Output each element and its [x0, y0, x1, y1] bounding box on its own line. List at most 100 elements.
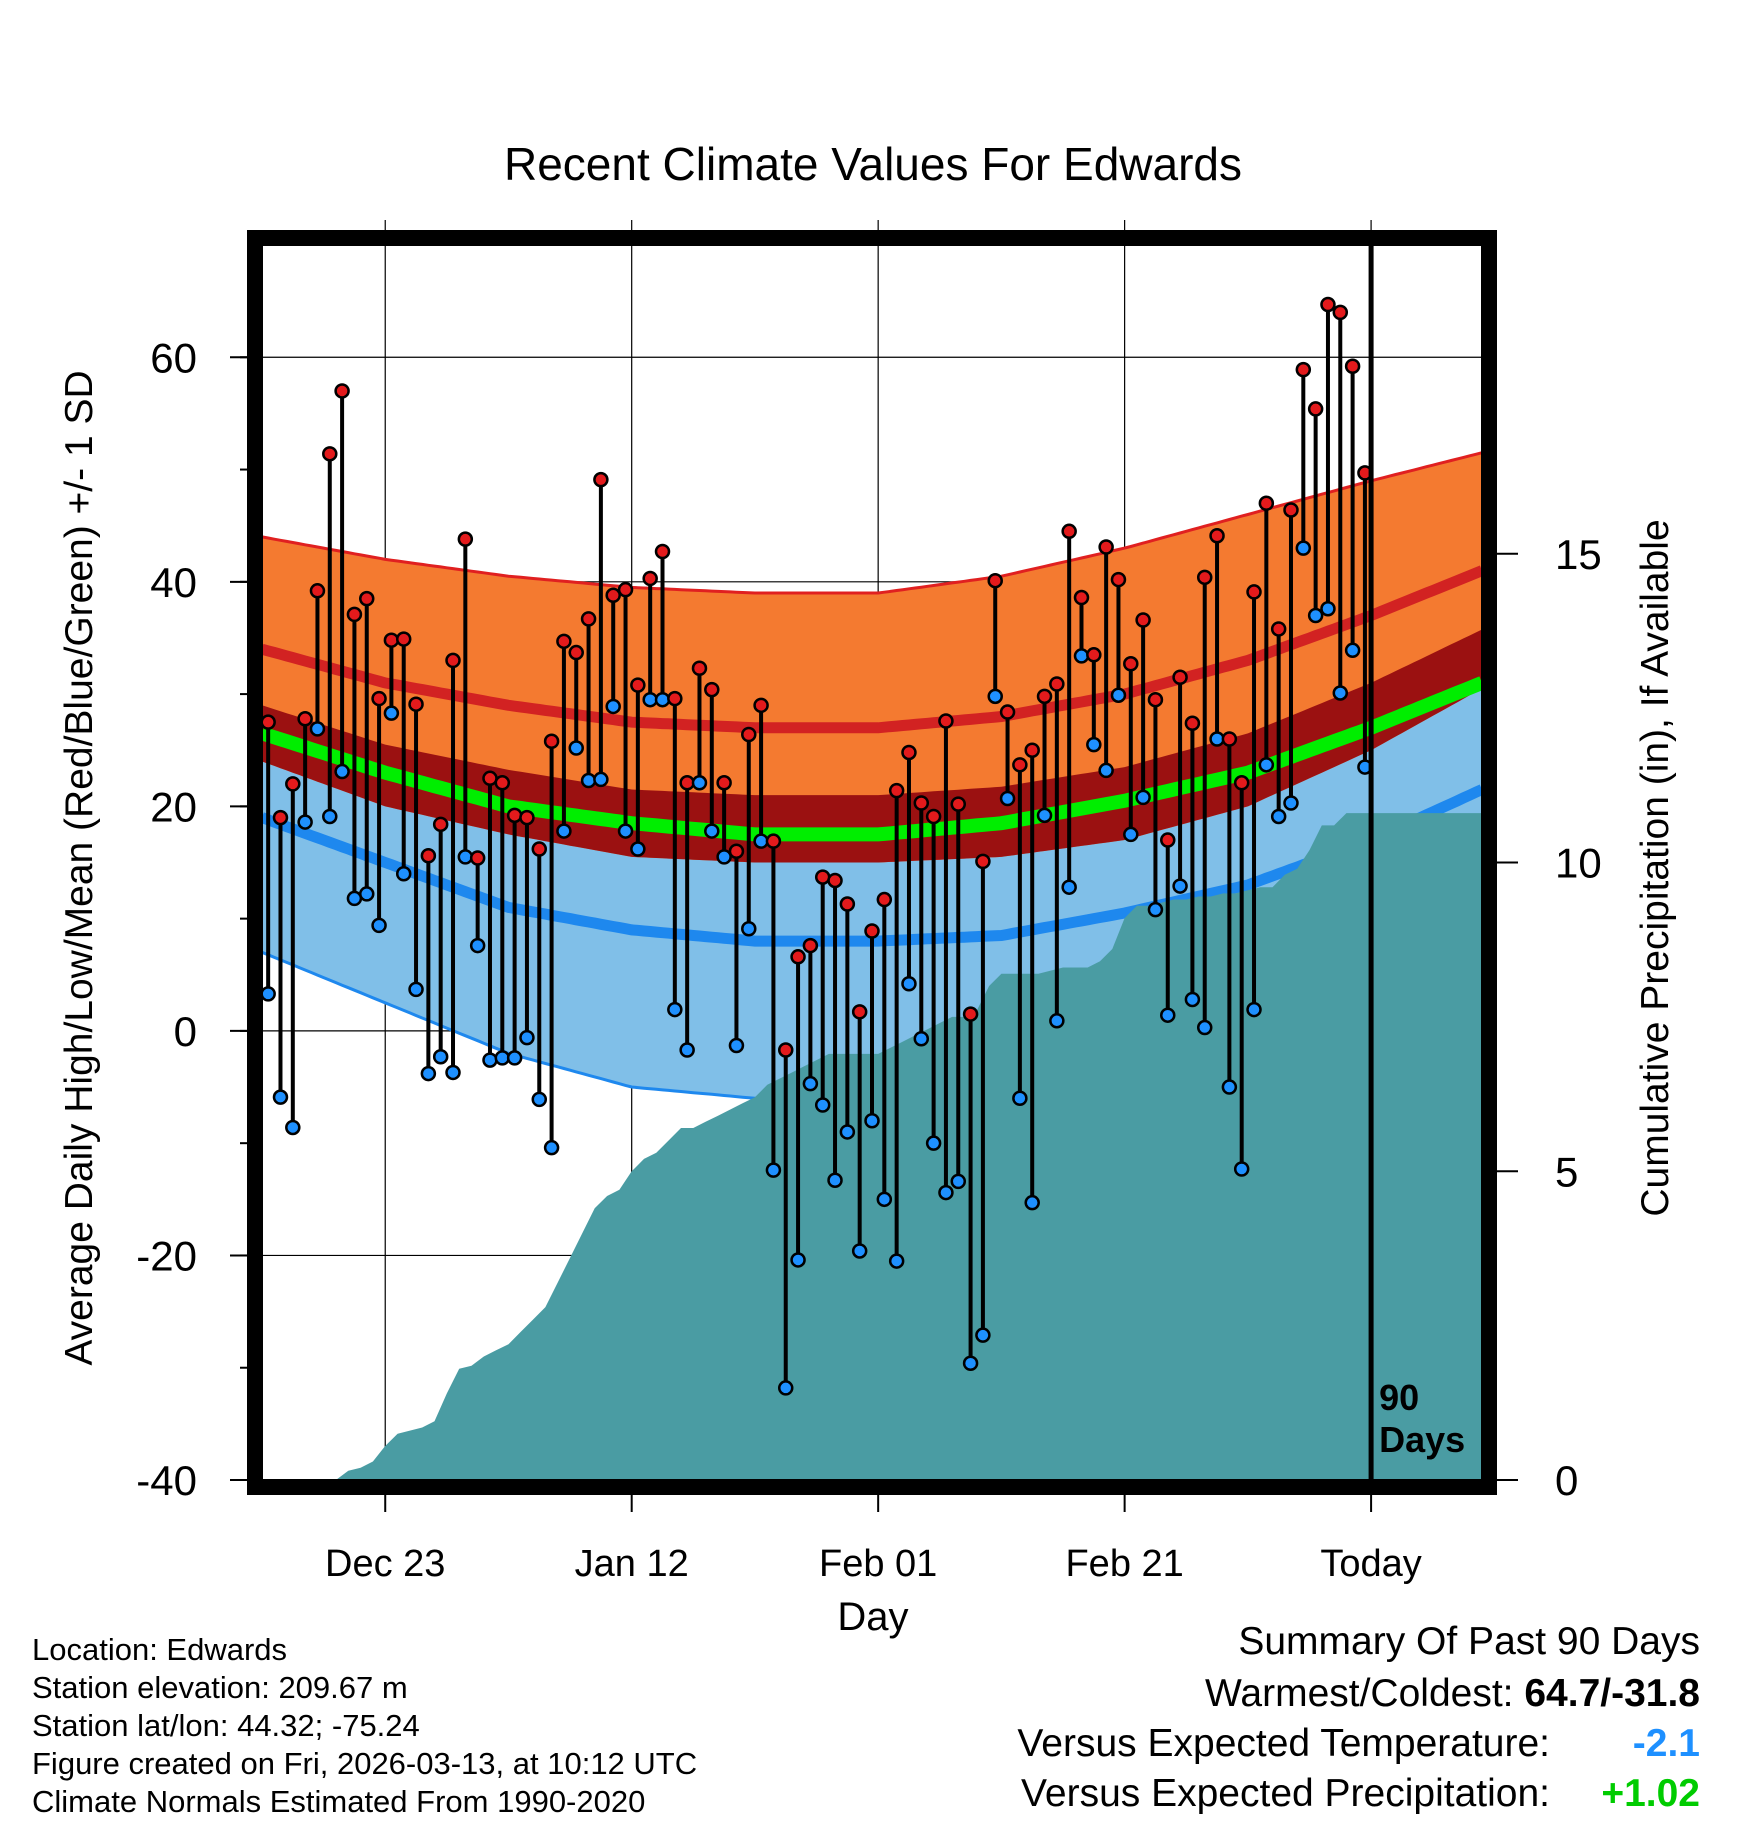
low-point	[568, 740, 584, 756]
high-point	[1123, 656, 1139, 672]
high-point	[630, 677, 646, 693]
high-point	[950, 796, 967, 812]
x-tick-label: Feb 21	[1065, 1543, 1183, 1585]
y-axis-label: Average Daily High/Low/Mean (Red/Blue/Gr…	[58, 370, 101, 1365]
high-point	[580, 611, 597, 627]
x-axis-label: Day	[837, 1595, 908, 1639]
y-tick-label: 40	[150, 559, 197, 606]
high-point	[1320, 296, 1336, 313]
low-point	[777, 1380, 794, 1396]
low-point	[716, 849, 732, 865]
low-point	[1061, 879, 1077, 895]
high-point	[457, 531, 474, 547]
summary-warmest-label: Warmest/Coldest:	[1205, 1672, 1514, 1715]
high-point	[494, 775, 511, 791]
summary-title: Summary Of Past 90 Days	[1238, 1620, 1700, 1663]
low-point	[593, 771, 609, 788]
high-point	[432, 816, 449, 833]
low-point	[506, 1050, 523, 1066]
high-point	[1086, 647, 1102, 663]
plot-frame	[247, 230, 1497, 1495]
low-point	[531, 1091, 548, 1108]
low-point	[691, 775, 708, 791]
high-point	[1209, 528, 1225, 544]
high-point	[1221, 731, 1238, 747]
x-tick-label: Jan 12	[575, 1543, 689, 1585]
low-point	[543, 1139, 560, 1156]
low-point	[1135, 789, 1151, 806]
high-point	[1049, 676, 1065, 692]
y-tick-label: -40	[136, 1457, 197, 1504]
low-point	[1332, 685, 1349, 701]
low-point	[469, 937, 486, 954]
summary-precip-value: +1.02	[1601, 1772, 1700, 1815]
low-point	[1160, 1007, 1176, 1023]
low-point	[1307, 607, 1324, 624]
low-point	[975, 1327, 991, 1343]
high-point	[1246, 584, 1262, 600]
low-point	[1098, 762, 1114, 779]
high-point	[999, 704, 1016, 720]
info-elevation: Station elevation: 209.67 m	[32, 1670, 408, 1705]
high-point	[642, 570, 658, 587]
low-point	[457, 849, 474, 865]
low-point	[925, 1135, 942, 1151]
high-point	[876, 891, 893, 908]
low-point	[1270, 808, 1287, 825]
high-point	[1012, 757, 1028, 773]
low-point	[888, 1253, 905, 1269]
low-point	[580, 772, 597, 789]
low-point	[482, 1052, 498, 1068]
low-point	[1172, 878, 1188, 894]
high-point	[777, 1042, 794, 1058]
low-point	[1110, 687, 1127, 703]
low-point	[864, 1112, 880, 1129]
high-point	[617, 581, 634, 598]
high-point	[913, 795, 930, 811]
low-point	[802, 1075, 819, 1092]
high-point	[519, 809, 535, 826]
low-point	[1283, 795, 1299, 811]
high-point	[704, 681, 720, 698]
high-point	[556, 633, 572, 650]
y2-tick-label: 5	[1555, 1148, 1578, 1195]
high-point	[543, 733, 560, 749]
y-tick-label: 20	[150, 783, 197, 830]
high-point	[716, 775, 732, 791]
high-point	[1184, 715, 1201, 732]
high-point	[925, 808, 942, 825]
high-point	[975, 853, 991, 870]
low-point	[1196, 1019, 1213, 1036]
high-lower-band	[262, 629, 1482, 863]
high-point	[309, 583, 326, 599]
low-point	[1024, 1194, 1040, 1211]
low-point	[1073, 648, 1090, 664]
low-point	[285, 1119, 301, 1136]
high-point	[1258, 495, 1275, 511]
high-point	[1098, 539, 1114, 555]
low-point	[987, 688, 1003, 705]
low-point	[1295, 540, 1312, 556]
low-point	[309, 721, 326, 737]
high-point	[593, 471, 609, 488]
high-point	[741, 726, 757, 743]
low-point	[667, 1001, 683, 1018]
x-tick-label: Today	[1320, 1543, 1421, 1585]
low-point	[876, 1191, 893, 1208]
low-point	[962, 1355, 979, 1371]
high-point	[408, 696, 424, 712]
low-point	[1233, 1161, 1250, 1177]
low-point	[1246, 1001, 1262, 1018]
high-point	[1110, 571, 1127, 588]
high-point	[285, 776, 301, 792]
high-point	[297, 711, 313, 727]
high-point	[445, 652, 461, 669]
high-point	[962, 1006, 979, 1022]
high-point	[469, 850, 486, 866]
low-point	[814, 1097, 831, 1113]
low-point	[358, 886, 375, 902]
low-point	[753, 833, 769, 849]
high-point	[383, 632, 400, 648]
